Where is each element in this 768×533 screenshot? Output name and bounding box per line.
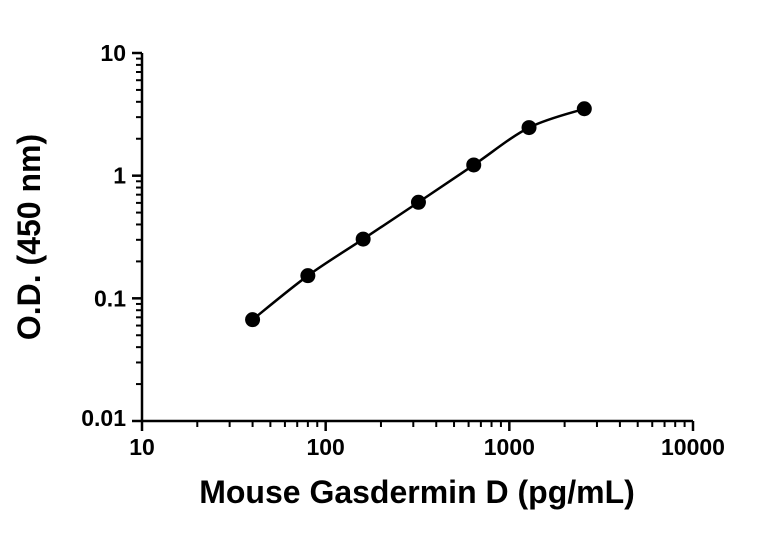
svg-text:0.01: 0.01 xyxy=(81,405,126,431)
svg-text:Mouse Gasdermin D (pg/mL): Mouse Gasdermin D (pg/mL) xyxy=(199,474,635,510)
svg-text:1: 1 xyxy=(113,163,126,189)
svg-text:10: 10 xyxy=(129,434,155,460)
svg-text:100: 100 xyxy=(306,434,344,460)
svg-text:1000: 1000 xyxy=(484,434,535,460)
svg-text:10000: 10000 xyxy=(661,434,725,460)
svg-text:10: 10 xyxy=(100,40,126,66)
svg-text:0.1: 0.1 xyxy=(94,285,126,311)
svg-text:O.D. (450 nm): O.D. (450 nm) xyxy=(11,134,47,340)
